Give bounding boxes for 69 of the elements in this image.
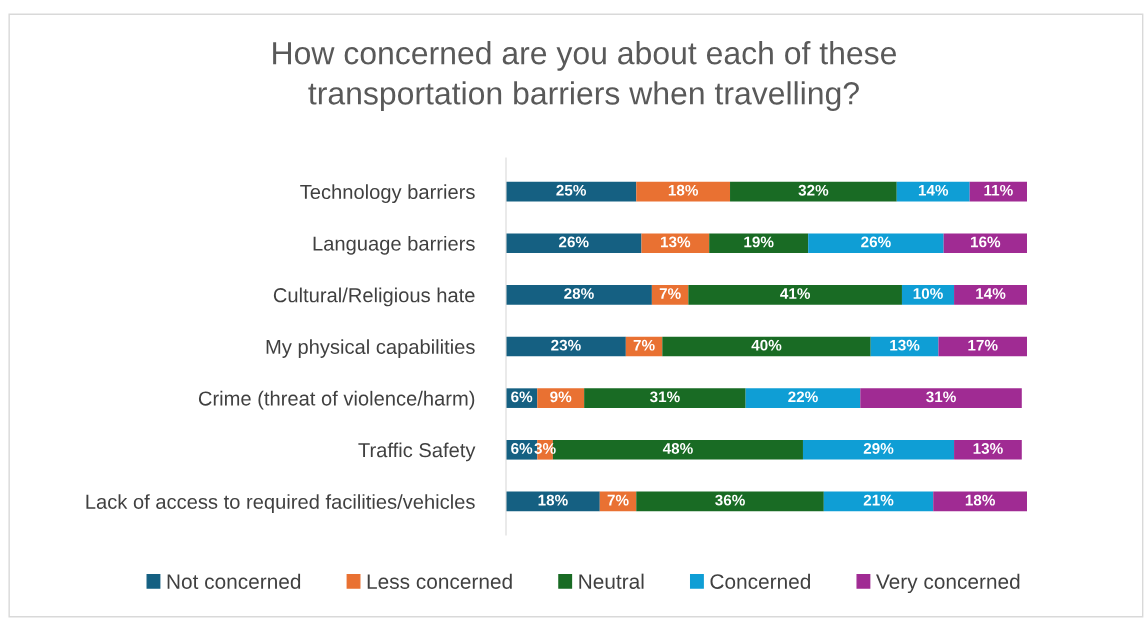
- bar: [954, 285, 1027, 305]
- data-label: 31%: [649, 391, 680, 403]
- bar: [506, 233, 642, 254]
- legend-label: Less concerned: [367, 573, 512, 589]
- y-tick-label: Traffic Safety: [358, 442, 476, 462]
- data-label: 28%: [564, 288, 594, 299]
- data-label: 6%: [511, 391, 533, 403]
- bar: [662, 336, 871, 357]
- bar: [823, 491, 934, 512]
- bar: [709, 233, 809, 254]
- bar: [688, 285, 902, 305]
- bar: [636, 491, 824, 512]
- bar: [933, 491, 1027, 512]
- bar: [506, 181, 637, 202]
- chart-title: How concerned are you about each of these transportation barriers when travelling?: [273, 41, 896, 111]
- data-label: 6%: [511, 443, 533, 454]
- y-tick-label: Cultural/Religious hate: [273, 287, 475, 307]
- bar: [537, 388, 585, 408]
- bar: [730, 181, 897, 202]
- data-label: 19%: [744, 236, 774, 248]
- data-label: 10%: [913, 288, 943, 299]
- data-label: 11%: [984, 184, 1013, 196]
- data-label: 18%: [538, 494, 568, 506]
- data-label: 17%: [968, 339, 998, 351]
- y-tick-label: Technology barriers: [300, 184, 475, 204]
- data-label: 14%: [976, 288, 1006, 299]
- bar: [584, 388, 746, 408]
- bar: [641, 233, 710, 254]
- data-label: 32%: [798, 184, 829, 196]
- data-label: 7%: [659, 288, 681, 299]
- y-tick-label: Crime (threat of violence/harm): [198, 390, 475, 410]
- bar: [506, 285, 652, 305]
- data-label: 26%: [861, 236, 891, 248]
- data-label: 41%: [780, 288, 811, 299]
- data-label: 14%: [918, 184, 949, 196]
- data-label: 26%: [558, 236, 589, 248]
- bar: [506, 336, 626, 357]
- data-label: 25%: [556, 184, 587, 196]
- data-label: 13%: [890, 339, 920, 351]
- legend-label: Not concerned: [167, 573, 301, 589]
- bar: [938, 336, 1027, 357]
- data-label: 13%: [973, 443, 1003, 454]
- bar: [808, 233, 944, 254]
- data-label: 21%: [863, 494, 894, 506]
- bar: [943, 233, 1027, 254]
- data-label: 22%: [788, 391, 818, 403]
- data-label: 29%: [863, 443, 894, 454]
- bar: [954, 439, 1022, 460]
- bar: [802, 439, 955, 460]
- data-label: 36%: [715, 494, 745, 506]
- y-tick-label: Lack of access to required facilities/vehicles: [86, 494, 475, 513]
- data-label: 18%: [965, 494, 995, 506]
- data-label: 40%: [751, 339, 782, 351]
- data-label: 16%: [970, 236, 1001, 248]
- legend-label: Very concerned: [876, 573, 1020, 594]
- y-tick-label: My physical capabilities: [266, 339, 475, 358]
- data-label: 7%: [607, 494, 629, 506]
- data-label: 9%: [550, 391, 572, 403]
- data-label: 18%: [668, 184, 699, 196]
- data-label: 7%: [633, 339, 655, 351]
- bar: [745, 388, 861, 408]
- data-label: 48%: [662, 443, 693, 454]
- legend-label: Neutral: [579, 573, 644, 589]
- data-label: 13%: [661, 236, 691, 248]
- legend-label: Concerned: [710, 573, 811, 589]
- bar: [860, 388, 1022, 408]
- data-label: 23%: [551, 339, 581, 351]
- y-tick-label: Language barriers: [313, 235, 475, 255]
- data-label: 31%: [926, 391, 956, 403]
